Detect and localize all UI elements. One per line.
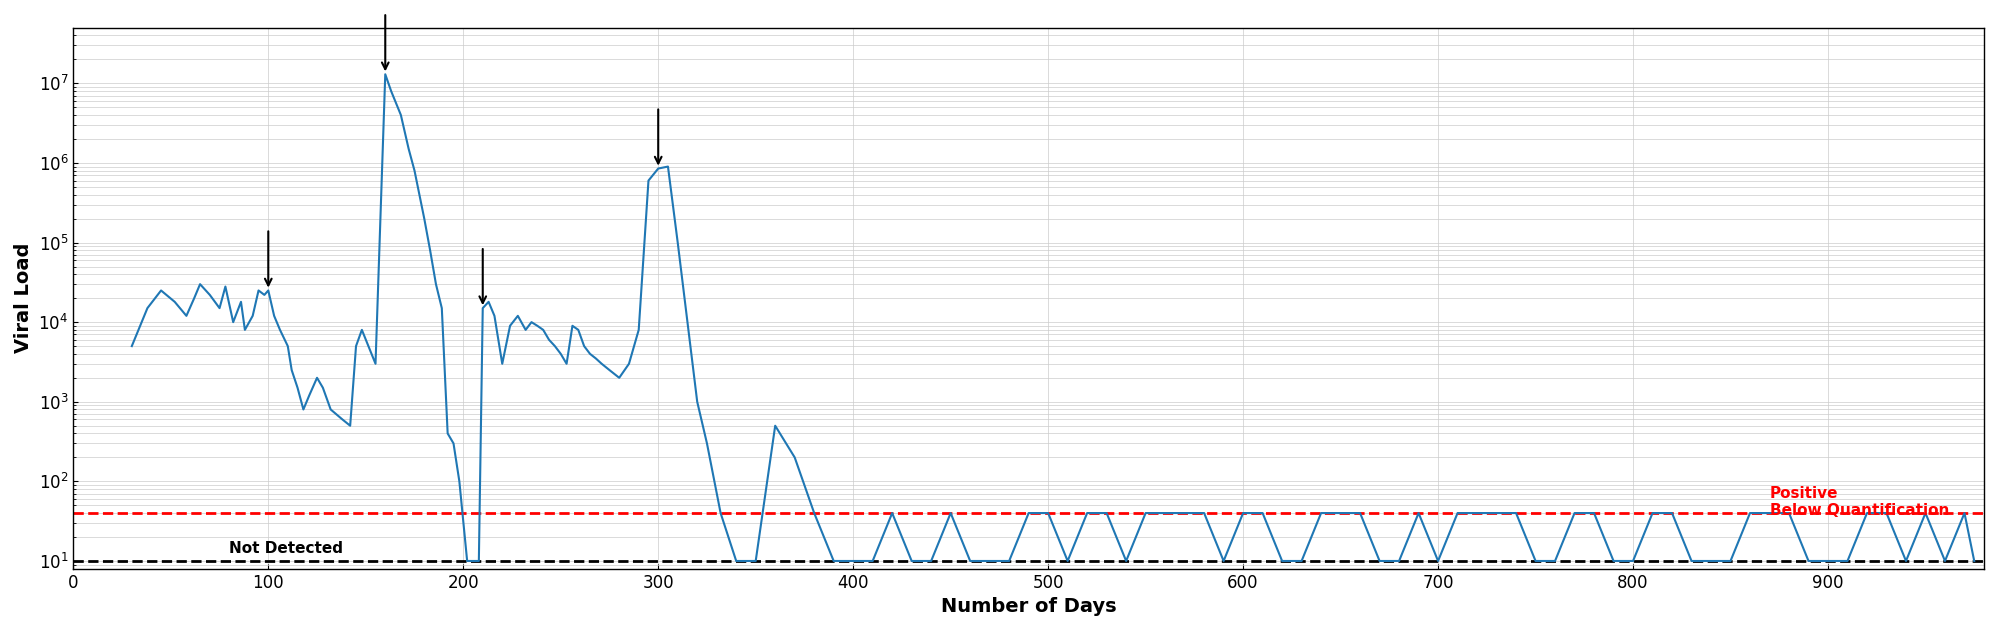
X-axis label: Number of Days: Number of Days xyxy=(941,597,1116,616)
Text: Not Detected: Not Detected xyxy=(228,541,343,556)
Y-axis label: Viral Load: Viral Load xyxy=(14,243,32,353)
Text: Positive
Below Quantification: Positive Below Quantification xyxy=(1769,486,1949,518)
